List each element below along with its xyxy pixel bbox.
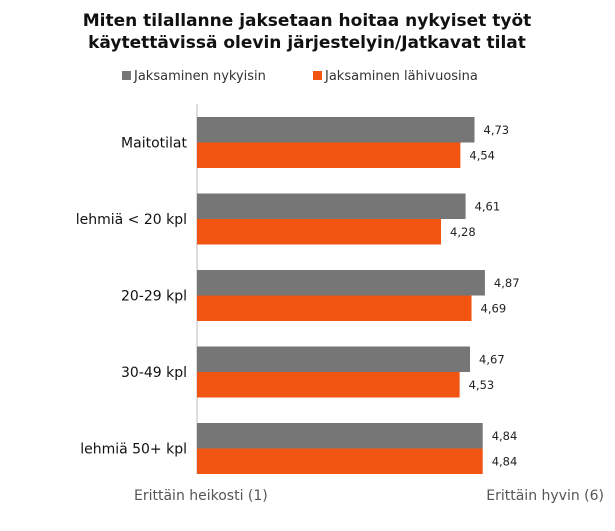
bar-jaksaminen-nykyisin-maitotilat (197, 117, 475, 143)
legend-swatch-lahivuosina (313, 71, 322, 80)
category-label-maitotilat: Maitotilat (121, 136, 187, 152)
data-label-jaksaminen-nykyisin-20-29-kpl: 4,87 (494, 276, 520, 290)
data-label-jaksaminen-nykyisin-maitotilat: 4,73 (484, 123, 510, 137)
bar-jaksaminen-nykyisin-30-49-kpl (197, 346, 471, 372)
data-label-jaksaminen-nykyisin-30-49-kpl: 4,67 (479, 352, 505, 366)
bar-jaksaminen-lähivuosina-20-29-kpl (197, 295, 472, 321)
data-label-jaksaminen-lähivuosina-lehmiä-20-kpl: 4,28 (450, 225, 476, 239)
category-label-20-29-kpl: 20-29 kpl (121, 289, 187, 305)
data-label-jaksaminen-nykyisin-lehmiä-20-kpl: 4,61 (475, 199, 501, 213)
legend-label-lahivuosina: Jaksaminen lähivuosina (324, 69, 478, 84)
data-label-jaksaminen-lähivuosina-lehmiä-50-kpl: 4,84 (492, 454, 518, 468)
plot-area: Maitotilat 4,73 4,54 lehmiä < 20 kpl 4,61 4,2… (76, 104, 520, 474)
bar-jaksaminen-lähivuosina-maitotilat (197, 142, 461, 168)
bar-jaksaminen-lähivuosina-lehmiä-50-kpl (197, 448, 483, 474)
data-label-jaksaminen-lähivuosina-maitotilat: 4,54 (469, 148, 495, 162)
legend: Jaksaminen nykyisin Jaksaminen lähivuosi… (122, 69, 478, 84)
axis-left-label: Erittäin heikosti (1) (134, 488, 268, 504)
bar-jaksaminen-lähivuosina-lehmiä-20-kpl (197, 219, 442, 245)
legend-swatch-nykyisin (122, 71, 131, 80)
data-label-jaksaminen-nykyisin-lehmiä-50-kpl: 4,84 (492, 429, 518, 443)
category-label-lehmiä-50-kpl: lehmiä 50+ kpl (80, 442, 187, 458)
bar-jaksaminen-nykyisin-lehmiä-20-kpl (197, 193, 466, 219)
chart-title-line-2: käytettävissä olevin järjestelyin/Jatkav… (88, 33, 526, 53)
chart-title-line-1: Miten tilallanne jaksetaan hoitaa nykyis… (83, 11, 532, 31)
category-label-30-49-kpl: 30-49 kpl (121, 365, 187, 381)
axis-right-label: Erittäin hyvin (6) (486, 488, 604, 504)
bar-jaksaminen-lähivuosina-30-49-kpl (197, 372, 460, 398)
legend-label-nykyisin: Jaksaminen nykyisin (133, 69, 266, 84)
data-label-jaksaminen-lähivuosina-30-49-kpl: 4,53 (469, 378, 495, 392)
data-label-jaksaminen-lähivuosina-20-29-kpl: 4,69 (481, 301, 507, 315)
bar-jaksaminen-nykyisin-lehmiä-50-kpl (197, 423, 483, 449)
bar-jaksaminen-nykyisin-20-29-kpl (197, 270, 485, 296)
category-label-lehmiä-20-kpl: lehmiä < 20 kpl (76, 212, 187, 228)
